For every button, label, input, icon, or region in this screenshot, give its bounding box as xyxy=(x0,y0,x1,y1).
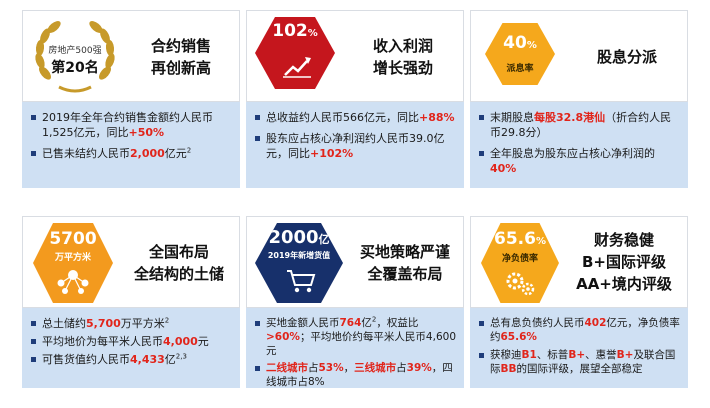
list-item: 总收益约人民币566亿元，同比+88% xyxy=(254,110,456,125)
trend-up-icon xyxy=(283,57,311,78)
card-title: 股息分派 xyxy=(596,48,657,66)
card-details: 总有息负债约人民币402亿元，净负债率约65.6% 获穆迪B1、标普B+、惠誉B… xyxy=(470,308,688,388)
list-item: 已售未结约人民币2,000亿元2 xyxy=(30,146,232,161)
badge-value: 2000 xyxy=(268,227,319,248)
list-item: 总有息负债约人民币402亿元，净负债率约65.6% xyxy=(478,316,680,344)
landbank-badge: 5700 万平方米 xyxy=(33,223,113,303)
card-details: 2019年全年合约销售金额约人民币1,525亿元，同比+50% 已售未结约人民币… xyxy=(22,102,240,188)
badge-unit: % xyxy=(307,28,318,39)
badge-value: 102 xyxy=(272,21,308,41)
card-dividend: 40% 派息率 股息分派 末期股息每股32.8港仙（折合约人民币29.8分） 全… xyxy=(470,10,688,188)
laurel-wreath-icon xyxy=(35,21,115,93)
badge-unit: % xyxy=(535,236,546,247)
list-item: 可售货值约人民币4,433亿2,3 xyxy=(30,352,232,367)
people-network-icon xyxy=(57,270,89,294)
badge-label: 派息率 xyxy=(506,64,534,74)
rank-caption: 房地产500强 xyxy=(48,46,102,56)
list-item: 全年股息为股东应占核心净利润的40% xyxy=(478,146,680,176)
title-line-1: 全国布局 xyxy=(148,243,209,261)
payout-badge: 40% 派息率 xyxy=(485,23,555,85)
card-details: 总收益约人民币566亿元，同比+88% 股东应占核心净利润约人民币39.0亿元，… xyxy=(246,102,464,188)
card-title: 买地策略严谨 全覆盖布局 xyxy=(347,241,463,285)
title-line-2: 全覆盖布局 xyxy=(367,265,443,283)
card-land-acquisition: 2000亿 2019年新增货值 买地策略严谨 全覆盖布局 买地金额人民币764亿… xyxy=(246,216,464,388)
list-item: 末期股息每股32.8港仙（折合约人民币29.8分） xyxy=(478,110,680,140)
card-land-bank: 5700 万平方米 全国布局 全结构的土储 总土储约5,700万平方米2 平均地… xyxy=(22,216,240,388)
badge-value: 5700 xyxy=(49,229,97,249)
card-financial-strength: 65.6% 净负债率 财务稳健 B+国际评级 AA+境内评级 总有息负债约人民币… xyxy=(470,216,688,388)
title-line-2: 全结构的土储 xyxy=(133,265,224,283)
card-contract-sales: 房地产500强 第20名 合约销售 再创新高 2019年全年合约销售金额约人民币… xyxy=(22,10,240,188)
card-header: 102% 收入利润 增长强劲 xyxy=(246,10,464,102)
title-line-2: 增长强劲 xyxy=(372,59,433,77)
title-line-1: 财务稳健 xyxy=(593,231,654,249)
shopping-cart-icon xyxy=(287,270,316,293)
card-title: 全国布局 全结构的土储 xyxy=(121,241,237,285)
badge-unit: % xyxy=(526,40,537,51)
card-header: 5700 万平方米 全国布局 全结构的土储 xyxy=(22,216,240,308)
badge-value: 65.6 xyxy=(494,229,536,249)
card-header: 40% 派息率 股息分派 xyxy=(470,10,688,102)
list-item: 2019年全年合约销售金额约人民币1,525亿元，同比+50% xyxy=(30,110,232,140)
list-item: 获穆迪B1、标普B+、惠誉B+及联合国际BB的国际评级，展望全部稳定 xyxy=(478,348,680,376)
card-details: 末期股息每股32.8港仙（折合约人民币29.8分） 全年股息为股东应占核心净利润… xyxy=(470,102,688,188)
badge-label: 净负债率 xyxy=(501,254,538,264)
badge-value: 40 xyxy=(503,33,527,53)
card-title: 收入利润 增长强劲 xyxy=(347,35,459,79)
card-title: 财务稳健 B+国际评级 AA+境内评级 xyxy=(563,229,685,295)
card-header: 65.6% 净负债率 财务稳健 B+国际评级 AA+境内评级 xyxy=(470,216,688,308)
list-item: 平均地价为每平米人民币4,000元 xyxy=(30,334,232,349)
rank-value: 第20名 xyxy=(51,60,99,76)
list-item: 总土储约5,700万平方米2 xyxy=(30,316,232,331)
title-line-1: 买地策略严谨 xyxy=(359,243,450,261)
card-revenue-profit: 102% 收入利润 增长强劲 总收益约人民币566亿元，同比+88% 股东应占核… xyxy=(246,10,464,188)
card-header: 房地产500强 第20名 合约销售 再创新高 xyxy=(22,10,240,102)
title-line-2: B+国际评级 xyxy=(581,253,666,271)
card-header: 2000亿 2019年新增货值 买地策略严谨 全覆盖布局 xyxy=(246,216,464,308)
badge-label: 2019年新增货值 xyxy=(267,251,331,260)
gears-icon xyxy=(506,272,535,296)
title-line-1: 收入利润 xyxy=(372,37,433,55)
list-item: 买地金额人民币764亿2，权益比>60%；平均地价约每平米人民币4,600元 xyxy=(254,316,456,358)
list-item: 股东应占核心净利润约人民币39.0亿元，同比+102% xyxy=(254,131,456,161)
badge-label: 万平方米 xyxy=(54,253,91,263)
title-line-1: 合约销售 xyxy=(150,37,211,55)
card-details: 买地金额人民币764亿2，权益比>60%；平均地价约每平米人民币4,600元 二… xyxy=(246,308,464,388)
title-line-2: 再创新高 xyxy=(150,59,211,77)
laurel-badge: 房地产500强 第20名 xyxy=(29,17,121,97)
title-line-3: AA+境内评级 xyxy=(576,275,672,293)
list-item: 二线城市占53%，三线城市占39%，四线城市占8% xyxy=(254,361,456,389)
card-title: 合约销售 再创新高 xyxy=(127,35,235,79)
badge-unit: 亿 xyxy=(318,233,330,246)
card-details: 总土储约5,700万平方米2 平均地价为每平米人民币4,000元 可售货值约人民… xyxy=(22,308,240,388)
